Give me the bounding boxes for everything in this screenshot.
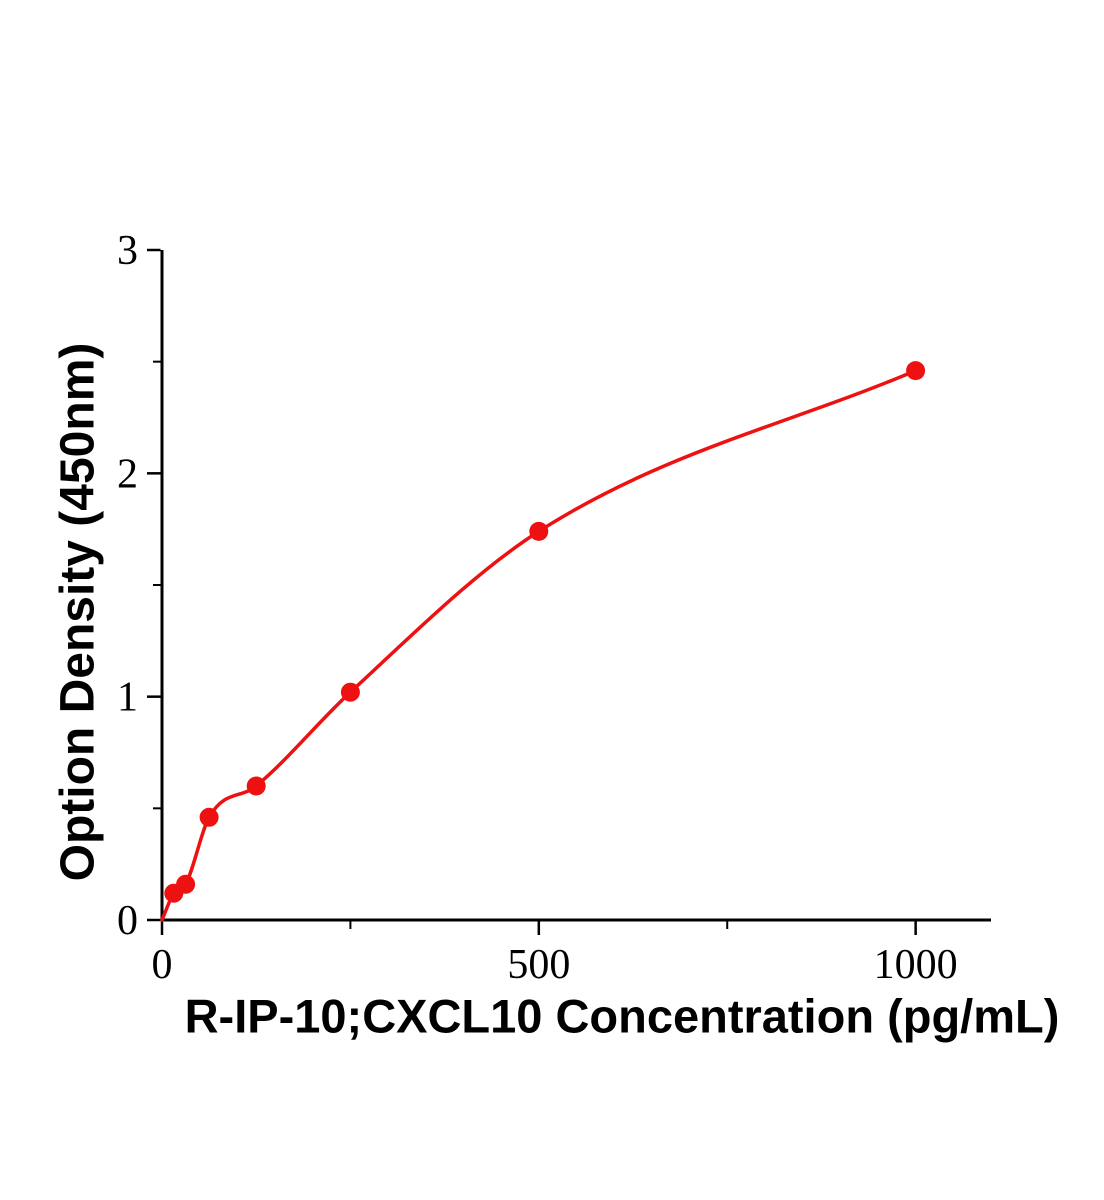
data-point xyxy=(340,682,360,702)
data-point xyxy=(246,776,266,796)
data-point xyxy=(199,807,219,827)
data-point xyxy=(906,361,926,381)
y-tick-label: 2 xyxy=(117,451,138,497)
x-tick-label: 0 xyxy=(152,942,173,988)
x-tick-label: 1000 xyxy=(874,942,958,988)
y-tick-label: 3 xyxy=(117,228,138,274)
data-point xyxy=(176,874,196,894)
data-point xyxy=(529,521,549,541)
fit-curve xyxy=(160,368,918,922)
y-tick-label: 1 xyxy=(117,675,138,721)
x-axis-title: R-IP-10;CXCL10 Concentration (pg/mL) xyxy=(184,989,1060,1043)
y-axis-title: Option Density (450nm) xyxy=(51,342,105,882)
y-tick-label: 0 xyxy=(117,898,138,944)
x-tick-label: 500 xyxy=(507,942,570,988)
